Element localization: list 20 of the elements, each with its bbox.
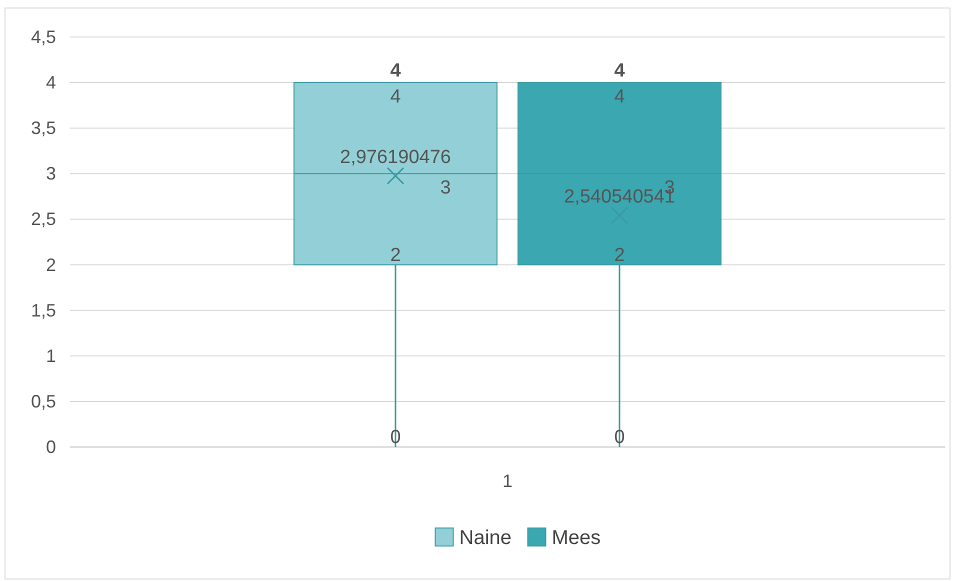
legend-label: Mees (552, 527, 601, 549)
annotation: 4 (614, 60, 626, 82)
annotation: 3 (440, 178, 451, 199)
annotation: 4 (614, 86, 626, 108)
annotation: 4 (390, 60, 402, 82)
annotation: 2,976190476 (340, 146, 451, 168)
y-tick-label: 4 (46, 72, 56, 93)
y-tick-label: 3 (46, 164, 56, 184)
y-tick-label: 0 (46, 437, 56, 457)
y-tick-label: 0,5 (30, 391, 56, 412)
y-tick-label: 1,5 (30, 300, 56, 320)
legend-label: Naine (459, 527, 512, 549)
annotation: 4 (390, 86, 402, 108)
annotation: 2 (390, 244, 401, 266)
y-tick-label: 1 (46, 346, 56, 366)
y-tick-label: 3,5 (30, 118, 56, 138)
y-tick-label: 2 (46, 254, 56, 275)
y-tick-label: 2,5 (30, 209, 56, 230)
annotation: 2 (614, 244, 625, 266)
y-tick-label: 4,5 (30, 27, 56, 47)
